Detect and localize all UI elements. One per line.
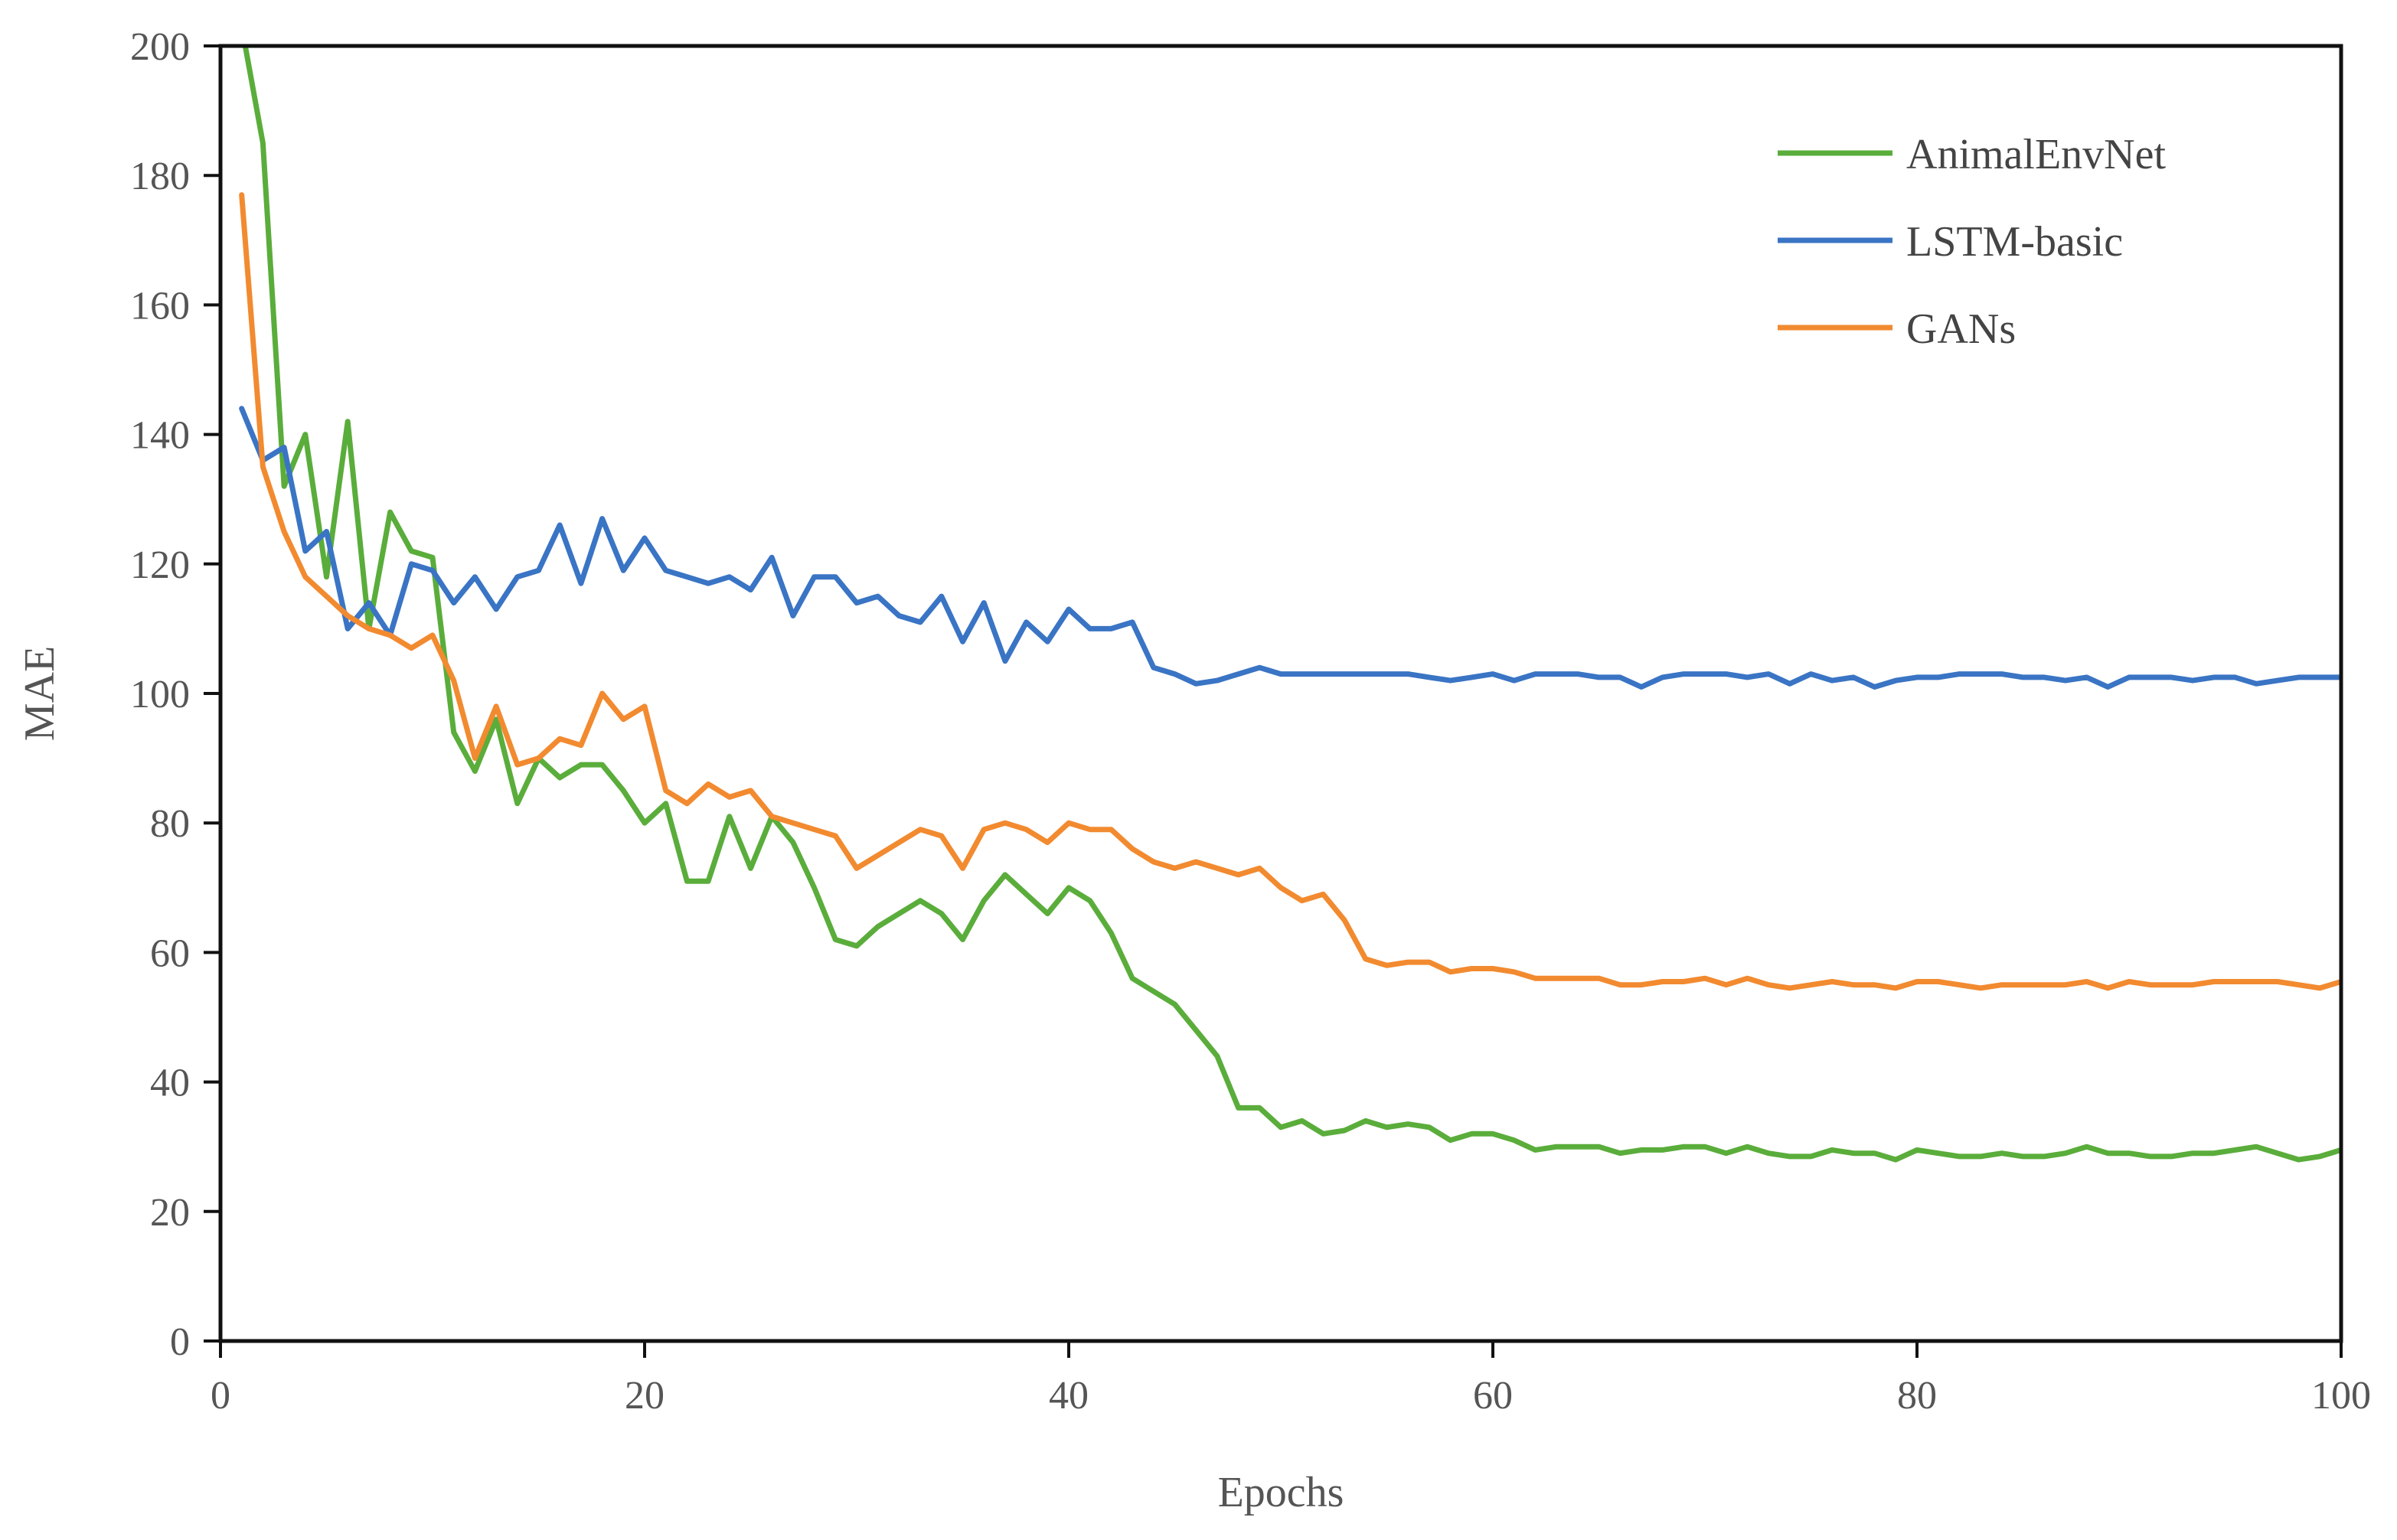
series-line-lstm-basic	[239, 406, 2341, 690]
x-axis-title: Epochs	[1218, 1469, 1344, 1516]
x-tick-label: 20	[625, 1374, 665, 1418]
ticks-layer	[204, 44, 2343, 1358]
y-tick-label: 140	[130, 414, 190, 458]
x-tick-label: 60	[1473, 1374, 1513, 1418]
x-tick-label: 100	[2311, 1374, 2371, 1418]
x-tick-label: 0	[211, 1374, 230, 1418]
tick-labels-layer: 0 20 40 60 80 100 0 20 40 60 80 100 120 140 160 180 200	[130, 25, 2371, 1418]
series-layer	[239, 46, 2341, 1163]
series-line-gans	[239, 192, 2341, 991]
y-tick-label: 200	[130, 25, 190, 69]
y-axis-title: MAE	[16, 646, 64, 741]
x-tick-label: 80	[1897, 1374, 1937, 1418]
y-tick-label: 80	[150, 802, 190, 846]
legend-label: LSTM-basic	[1906, 218, 2123, 266]
y-tick-label: 180	[130, 155, 190, 198]
y-tick-label: 0	[170, 1320, 190, 1364]
series-line-animalenvnet	[242, 46, 2341, 1163]
y-tick-label: 120	[130, 543, 190, 587]
x-tick-label: 40	[1049, 1374, 1089, 1418]
legend: AnimalEnvNet LSTM-basic GANs	[1778, 131, 2166, 353]
legend-label: AnimalEnvNet	[1906, 131, 2166, 178]
y-tick-label: 20	[150, 1191, 190, 1235]
y-tick-label: 60	[150, 932, 190, 975]
y-tick-label: 160	[130, 284, 190, 328]
y-tick-label: 40	[150, 1062, 190, 1105]
y-tick-label: 100	[130, 673, 190, 716]
legend-label: GANs	[1906, 305, 2016, 353]
